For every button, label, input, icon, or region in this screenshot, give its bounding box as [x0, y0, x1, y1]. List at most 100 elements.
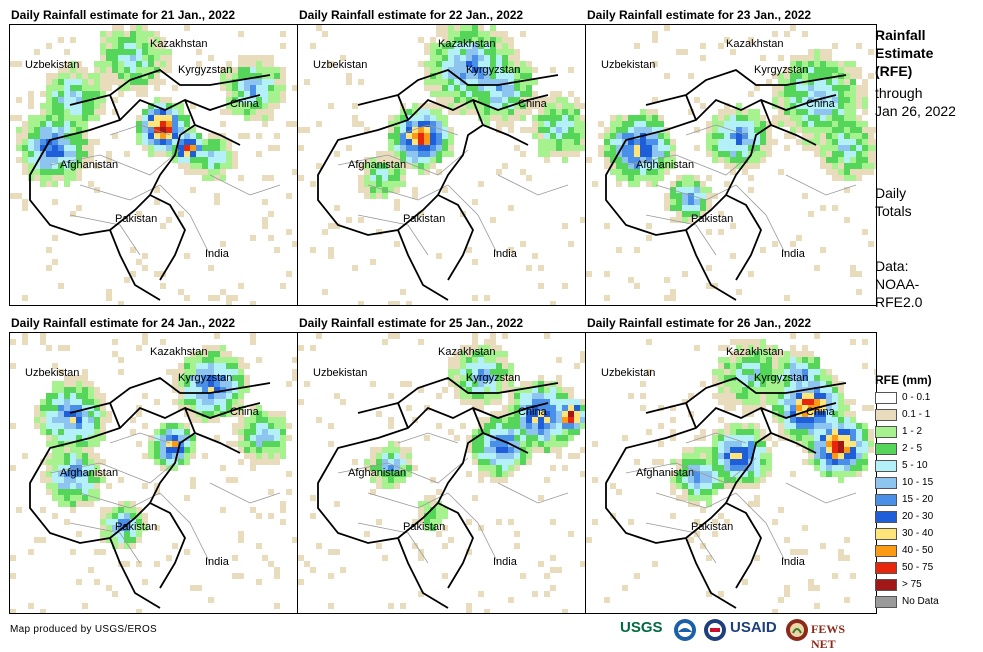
usgs-logo: USGS	[620, 619, 663, 636]
legend-swatch	[875, 494, 897, 506]
legend-swatch	[875, 545, 897, 557]
legend-swatch	[875, 477, 897, 489]
rainfall-map: Kazakhstan Uzbekistan Kyrgyzstan China Afgha…	[9, 24, 301, 306]
country-label-pakistan: Pakistan	[115, 213, 157, 225]
country-label-afghanistan: Afghanistan	[636, 159, 694, 171]
country-label-pakistan: Pakistan	[403, 521, 445, 533]
fews-net-logo: FEWS NET	[811, 622, 846, 651]
country-label-india: India	[205, 248, 230, 260]
rainfall-map: Kazakhstan Uzbekistan Kyrgyzstan China Afgha…	[297, 332, 589, 614]
country-label-india: India	[493, 556, 518, 568]
through-line: through	[875, 85, 923, 101]
legend-swatch	[875, 596, 897, 608]
country-label-uzbekistan: Uzbekistan	[25, 59, 79, 71]
data-line: RFE2.0	[875, 294, 923, 310]
country-label-uzbekistan: Uzbekistan	[313, 59, 367, 71]
country-label-kyrgyzstan: Kyrgyzstan	[754, 372, 808, 384]
legend-swatch	[875, 426, 897, 438]
through-date: through Jan 26, 2022	[875, 84, 956, 120]
country-label-kazakhstan: Kazakhstan	[150, 346, 207, 358]
totals-line: Totals	[875, 203, 912, 219]
panel-title: Daily Rainfall estimate for 22 Jan., 202…	[299, 8, 524, 22]
country-label-india: India	[205, 556, 230, 568]
title-line: (RFE)	[875, 63, 913, 79]
province-borders	[49, 124, 281, 256]
map-svg: Kazakhstan Uzbekistan Kyrgyzstan China Afgha…	[10, 25, 300, 305]
country-label-afghanistan: Afghanistan	[60, 159, 118, 171]
country-label-kazakhstan: Kazakhstan	[438, 38, 495, 50]
usaid-seal-icon	[703, 618, 727, 645]
country-label-kazakhstan: Kazakhstan	[438, 346, 495, 358]
country-borders	[29, 68, 271, 301]
country-label-kyrgyzstan: Kyrgyzstan	[754, 64, 808, 76]
data-line: Data:	[875, 258, 909, 274]
rainfall-map: Kazakhstan Uzbekistan Kyrgyzstan China Afgha…	[9, 332, 301, 614]
legend-swatch	[875, 511, 897, 523]
legend-label: 30 - 40	[902, 528, 934, 539]
province-borders	[625, 432, 857, 564]
rainfall-map: Kazakhstan Uzbekistan Kyrgyzstan China Afgha…	[297, 24, 589, 306]
country-label-uzbekistan: Uzbekistan	[25, 367, 79, 379]
country-label-kyrgyzstan: Kyrgyzstan	[178, 64, 232, 76]
legend-swatch	[875, 409, 897, 421]
province-borders	[337, 432, 569, 564]
country-label-pakistan: Pakistan	[115, 521, 157, 533]
legend-label: 0.1 - 1	[902, 409, 931, 420]
rainfall-field	[298, 333, 588, 613]
country-label-uzbekistan: Uzbekistan	[313, 367, 367, 379]
legend-label: No Data	[902, 596, 939, 607]
legend-swatch	[875, 562, 897, 574]
map-svg: Kazakhstan Uzbekistan Kyrgyzstan China Afgha…	[586, 333, 876, 613]
country-label-afghanistan: Afghanistan	[348, 159, 406, 171]
legend-label: 50 - 75	[902, 562, 934, 573]
usaid-logo: USAID	[730, 619, 777, 636]
rainfall-map: Kazakhstan Uzbekistan Kyrgyzstan China Afgha…	[585, 332, 877, 614]
daily-totals-label: Daily Totals	[875, 184, 912, 220]
country-label-china: China	[518, 98, 548, 110]
province-borders	[625, 124, 857, 256]
country-label-china: China	[806, 98, 836, 110]
country-label-pakistan: Pakistan	[691, 521, 733, 533]
country-borders	[317, 376, 559, 609]
country-label-china: China	[230, 406, 260, 418]
map-svg: Kazakhstan Uzbekistan Kyrgyzstan China Afgha…	[298, 333, 588, 613]
legend-label: > 75	[902, 579, 922, 590]
totals-line: Daily	[875, 185, 907, 201]
legend-label: 1 - 2	[902, 426, 923, 437]
country-label-afghanistan: Afghanistan	[348, 467, 406, 479]
country-label-pakistan: Pakistan	[403, 213, 445, 225]
country-label-kazakhstan: Kazakhstan	[150, 38, 207, 50]
legend-swatch	[875, 443, 897, 455]
country-label-india: India	[781, 556, 806, 568]
legend-label: 10 - 15	[902, 477, 934, 488]
country-label-afghanistan: Afghanistan	[636, 467, 694, 479]
country-borders	[605, 68, 847, 301]
panel-title: Daily Rainfall estimate for 26 Jan., 202…	[587, 316, 812, 330]
noaa-logo	[673, 618, 697, 645]
fews-net-seal-icon	[785, 618, 809, 645]
country-label-pakistan: Pakistan	[691, 213, 733, 225]
legend-label: 2 - 5	[902, 443, 923, 454]
country-label-china: China	[230, 98, 260, 110]
panel-title: Daily Rainfall estimate for 25 Jan., 202…	[299, 316, 524, 330]
panel-title: Daily Rainfall estimate for 23 Jan., 202…	[587, 8, 812, 22]
country-label-uzbekistan: Uzbekistan	[601, 59, 655, 71]
legend-swatch	[875, 460, 897, 472]
legend-label: 5 - 10	[902, 460, 928, 471]
country-borders	[605, 376, 847, 609]
legend-label: 0 - 0.1	[902, 392, 931, 403]
legend-label: 40 - 50	[902, 545, 934, 556]
sidebar-title: Rainfall Estimate (RFE)	[875, 26, 933, 80]
title-line: Estimate	[875, 45, 934, 61]
country-label-kyrgyzstan: Kyrgyzstan	[466, 372, 520, 384]
country-label-kazakhstan: Kazakhstan	[726, 346, 783, 358]
province-borders	[337, 124, 569, 256]
rainfall-map: Kazakhstan Uzbekistan Kyrgyzstan China Afgha…	[585, 24, 877, 306]
legend-swatch	[875, 528, 897, 540]
map-svg: Kazakhstan Uzbekistan Kyrgyzstan China Afgha…	[10, 333, 300, 613]
country-label-kyrgyzstan: Kyrgyzstan	[178, 372, 232, 384]
rainfall-field	[10, 333, 300, 613]
country-label-uzbekistan: Uzbekistan	[601, 367, 655, 379]
country-label-kazakhstan: Kazakhstan	[726, 38, 783, 50]
country-label-kyrgyzstan: Kyrgyzstan	[466, 64, 520, 76]
